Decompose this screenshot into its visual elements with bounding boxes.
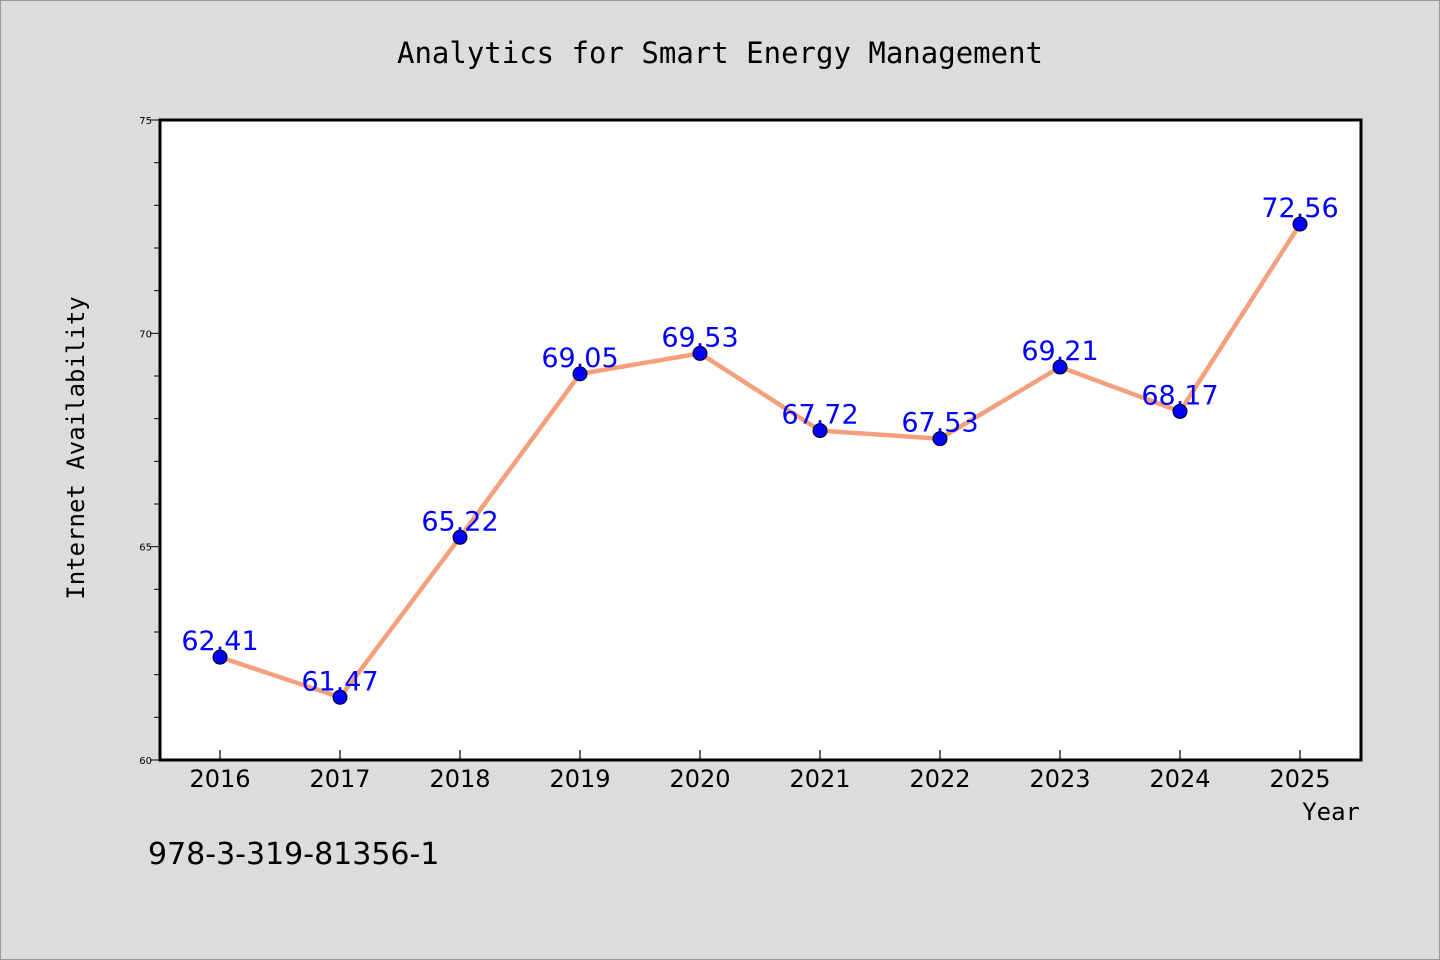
data-label: 61.47 — [301, 666, 378, 697]
data-labels: 62.41 61.47 65.22 69.05 69.53 67.72 67.53 69.21… — [181, 193, 1338, 697]
data-point — [1292, 216, 1308, 232]
data-point — [812, 423, 828, 439]
x-tick-label: 2016 — [189, 765, 250, 793]
y-tick-label: 60 — [139, 756, 152, 767]
x-tick-label: 2018 — [429, 765, 490, 793]
data-point — [1052, 359, 1068, 375]
y-axis-label: Internet Availability — [62, 296, 90, 599]
x-tick-label: 2017 — [309, 765, 370, 793]
y-tick-label: 65 — [139, 543, 152, 554]
x-tick-label: 2021 — [789, 765, 850, 793]
x-tick-label: 2019 — [549, 765, 610, 793]
plot-area — [158, 118, 1363, 762]
data-point — [572, 366, 588, 382]
x-tick-label: 2024 — [1149, 765, 1210, 793]
data-label: 67.53 — [901, 408, 978, 439]
x-tick-label: 2025 — [1269, 765, 1330, 793]
x-tick-label: 2022 — [909, 765, 970, 793]
data-label: 65.22 — [421, 506, 498, 537]
data-label: 67.72 — [781, 400, 858, 431]
x-tick-label: 2020 — [669, 765, 730, 793]
data-markers — [212, 216, 1308, 705]
data-label: 69.21 — [1021, 336, 1098, 367]
data-point — [332, 689, 348, 705]
data-point — [692, 345, 708, 361]
data-label: 68.17 — [1141, 380, 1218, 411]
chart-title: Analytics for Smart Energy Management — [397, 36, 1043, 70]
data-point — [932, 431, 948, 447]
x-axis-label: Year — [1302, 798, 1360, 826]
y-tick-label: 75 — [139, 116, 152, 127]
y-tick-label: 70 — [139, 329, 152, 340]
isbn-text: 978-3-319-81356-1 — [148, 837, 439, 872]
data-label: 62.41 — [181, 626, 258, 657]
data-point — [1172, 403, 1188, 419]
data-point — [452, 529, 468, 545]
data-point — [212, 649, 228, 665]
data-label: 69.05 — [541, 343, 618, 374]
y-axis-ticks: 60 65 70 75 — [139, 116, 160, 767]
x-axis-ticks: 2016 2017 2018 2019 2020 2021 2022 2023 2024 2025 — [189, 750, 1331, 793]
series-line — [219, 222, 1302, 700]
data-label: 69.53 — [661, 322, 738, 353]
data-label: 72.56 — [1261, 193, 1338, 224]
x-tick-label: 2023 — [1029, 765, 1090, 793]
